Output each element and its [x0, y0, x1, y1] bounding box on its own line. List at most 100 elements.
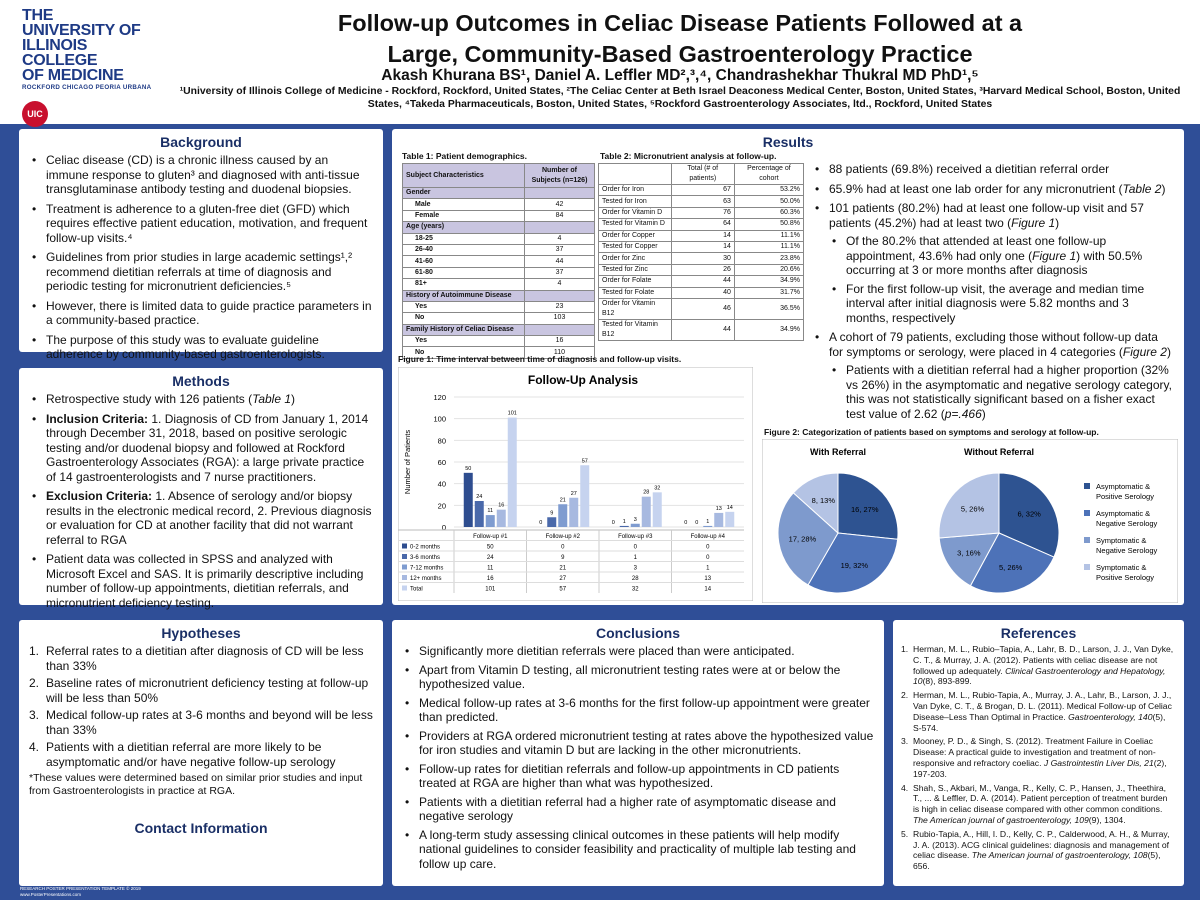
- table2-cell: 11.1%: [733, 229, 805, 242]
- table1-cell: 23: [524, 300, 595, 314]
- contact-heading: Contact Information: [134, 820, 268, 836]
- data-label: 101: [508, 411, 517, 417]
- results-panel: Results Table 1: Patient demographics. S…: [392, 129, 1184, 605]
- figure2-caption: Figure 2: Categorization of patients bas…: [764, 427, 1099, 437]
- table1-row: Yes 23: [402, 300, 595, 314]
- y-tick-label: 0: [442, 523, 446, 532]
- conclusion-bullet: Apart from Vitamin D testing, all micron…: [402, 663, 874, 692]
- methods-bullet: Patient data was collected in SPSS and a…: [29, 552, 373, 610]
- table1-row: 18-25 4: [402, 232, 595, 245]
- methods-bullet: Retrospective study with 126 patients (T…: [29, 392, 373, 407]
- table2-row: Tested for Vitamin D 64 50.8%: [598, 218, 805, 231]
- table2-cell: 31.7%: [733, 286, 805, 299]
- table1-cell: Age (years): [402, 221, 525, 234]
- table1-row: Family History of Celiac Disease: [402, 323, 595, 337]
- table1-cell: [524, 186, 595, 200]
- table1-cell: Family History of Celiac Disease: [402, 323, 525, 337]
- table1-cell: No: [402, 346, 525, 359]
- slice-label: 6, 32%: [1017, 509, 1041, 518]
- background-bullet: The purpose of this study was to evaluat…: [29, 333, 373, 362]
- table-value: 50: [487, 545, 494, 551]
- legend-label: Total: [410, 587, 423, 593]
- table-value: 9: [561, 555, 565, 561]
- results-bullet: 88 patients (69.8%) received a dietitian…: [812, 162, 1172, 177]
- table-value: 3: [634, 566, 638, 572]
- table2-cell: 63: [670, 195, 735, 208]
- bar: [619, 525, 629, 527]
- pie-slice: [938, 472, 1000, 539]
- legend-swatch: [1084, 510, 1090, 516]
- table2-cell: 30: [670, 252, 735, 265]
- reference-item: 4. Shah, S., Akbari, M., Vanga, R., Kelly…: [901, 782, 1168, 825]
- table2-cell: Tested for Vitamin B12: [598, 318, 672, 341]
- table2-cell: 44: [670, 275, 735, 288]
- table2-cell: 50.8%: [733, 218, 805, 231]
- y-tick-label: 40: [438, 480, 446, 489]
- table1-cell: History of Autoimmune Disease: [402, 289, 525, 302]
- background-panel: Background Celiac disease (CD) is a chro…: [19, 129, 383, 361]
- data-label: 50: [465, 466, 471, 472]
- table1-cell: 16: [524, 335, 595, 348]
- y-axis-label: Number of Patients: [403, 430, 412, 494]
- chart-title: Follow-Up Analysis: [528, 373, 639, 387]
- y-tick-label: 100: [433, 415, 446, 424]
- bar: [474, 501, 484, 527]
- table1-cell: 4: [524, 232, 595, 245]
- table1-cell: 41-60: [402, 255, 525, 268]
- data-label: 16: [498, 503, 504, 509]
- table1-cell: 81+: [402, 278, 525, 291]
- data-label: 13: [716, 506, 722, 512]
- table1-header: Number of Subjects (n=126): [524, 163, 595, 188]
- table1-row: Male 42: [402, 198, 595, 211]
- table-value: 32: [632, 587, 639, 593]
- table2-cell: 53.2%: [733, 183, 805, 197]
- table-value: 27: [559, 576, 566, 582]
- legend-label: Asymptomatic &: [1096, 482, 1150, 491]
- table-value: 101: [485, 587, 496, 593]
- bar: [485, 515, 495, 527]
- legend-swatch: [1084, 483, 1090, 489]
- legend-label: Positive Serology: [1096, 492, 1154, 501]
- results-bullets: 88 patients (69.8%) received a dietitian…: [812, 162, 1172, 426]
- table1-cell: 37: [524, 243, 595, 257]
- x-tick-label: Follow-up #4: [691, 534, 726, 540]
- table2-cell: Order for Vitamin D: [598, 206, 672, 220]
- data-label: 28: [643, 490, 649, 496]
- bar: [547, 517, 557, 527]
- table2-header: [598, 163, 672, 185]
- table2-cell: 26: [670, 263, 735, 277]
- table2-cell: 34.9%: [733, 318, 805, 341]
- table2-cell: 36.5%: [733, 297, 805, 320]
- slice-label: 5, 26%: [961, 505, 985, 514]
- table1-cell: 84: [524, 209, 595, 223]
- y-tick-label: 60: [438, 458, 446, 467]
- table1-cell: [524, 289, 595, 302]
- legend-swatch: [402, 575, 407, 580]
- legend-label: Positive Serology: [1096, 573, 1154, 582]
- bar: [463, 472, 473, 527]
- table2-cell: Order for Vitamin B12: [598, 297, 672, 320]
- data-label: 11: [487, 508, 493, 514]
- table-value: 24: [487, 555, 494, 561]
- table1-cell: [524, 221, 595, 234]
- reference-item: 2. Herman, M. L., Rubio-Tapia, A., Murray…: [901, 690, 1172, 733]
- conclusion-bullet: Providers at RGA ordered micronutrient t…: [402, 729, 874, 758]
- table2-cell: Tested for Folate: [598, 286, 672, 299]
- bar: [569, 497, 579, 527]
- conclusion-bullet: A long-term study assessing clinical out…: [402, 828, 874, 872]
- bar: [496, 509, 506, 527]
- legend-label: 3-6 months: [410, 555, 440, 561]
- hypothesis-item: 4. Patients with a dietitian referral are…: [29, 740, 336, 769]
- table-value: 11: [487, 566, 494, 572]
- table1-cell: [524, 323, 595, 337]
- table2-row: Tested for Vitamin B12 44 34.9%: [598, 318, 805, 341]
- referral-pie-charts: With Referral 16, 27% 19, 32% 17, 28% 8, 13%…: [762, 439, 1178, 603]
- background-heading: Background: [160, 134, 242, 150]
- table2-row: Tested for Iron 63 50.0%: [598, 195, 805, 208]
- table-value: 21: [559, 566, 566, 572]
- table1-cell: Gender: [402, 186, 525, 200]
- slice-label: 3, 16%: [957, 549, 981, 558]
- pie-slice: [998, 472, 1060, 558]
- background-bullet: However, there is limited data to guide …: [29, 299, 373, 328]
- pie-slice: [792, 472, 839, 535]
